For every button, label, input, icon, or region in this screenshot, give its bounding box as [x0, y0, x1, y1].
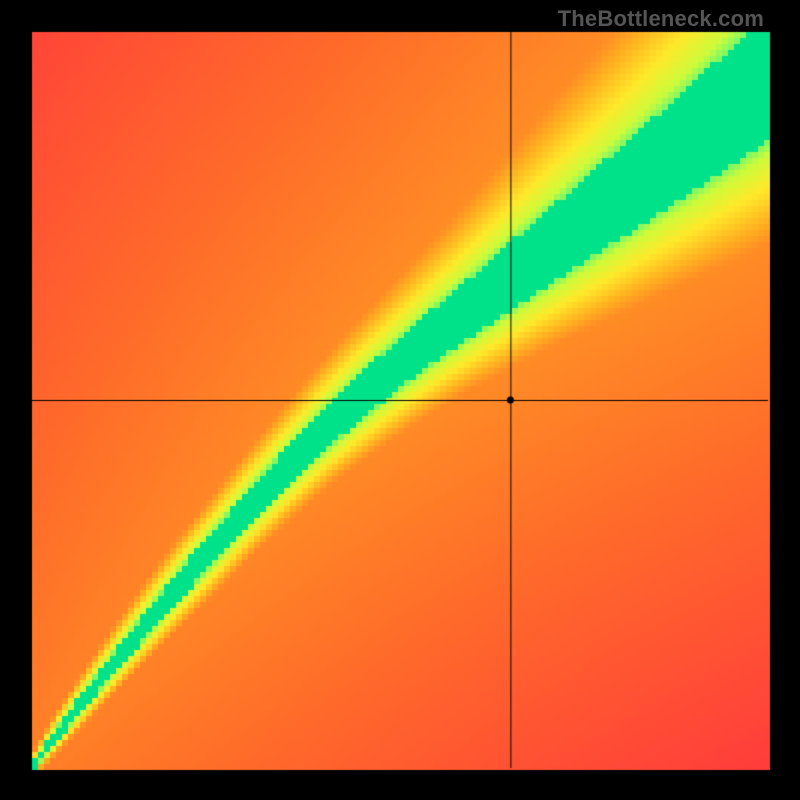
watermark-text: TheBottleneck.com [558, 6, 764, 32]
heatmap-plot [0, 0, 800, 800]
